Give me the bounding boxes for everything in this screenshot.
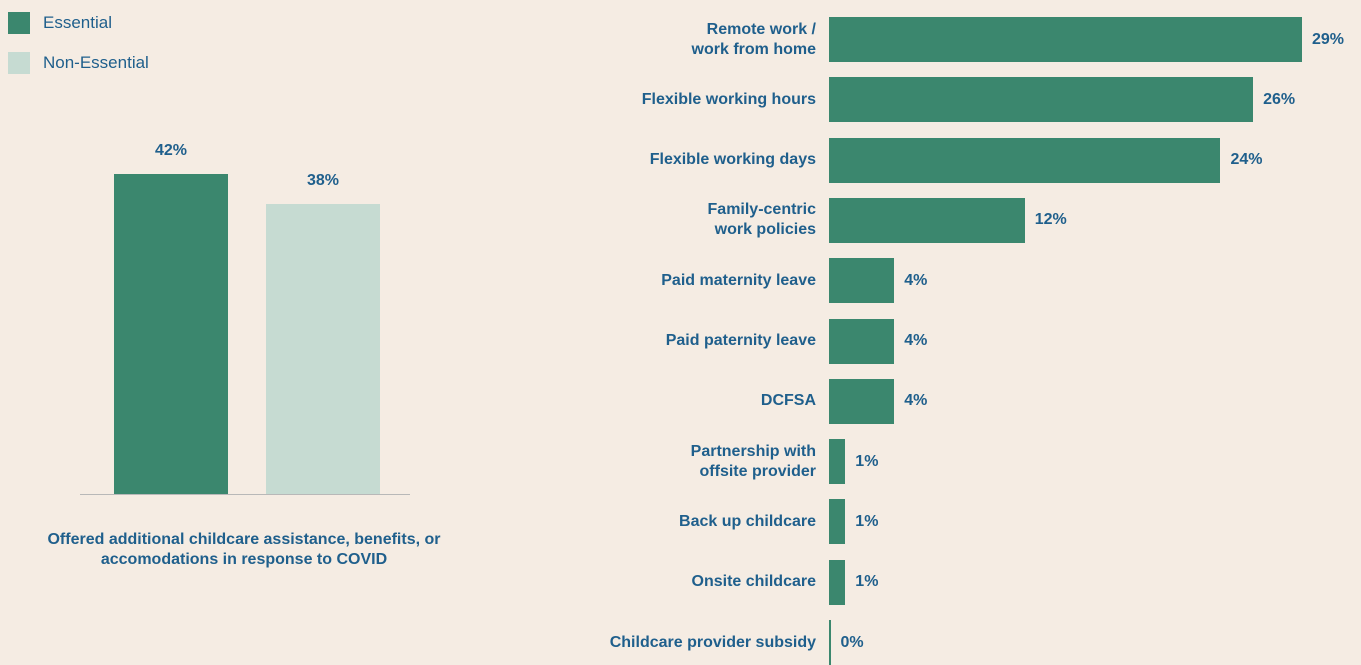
bar — [114, 174, 228, 494]
bar — [829, 439, 846, 485]
bar — [829, 378, 895, 424]
legend-swatch — [8, 52, 30, 74]
category-label: Childcare provider subsidy — [609, 633, 816, 651]
bar — [829, 499, 846, 545]
value-label: 12% — [1034, 211, 1067, 229]
bar — [829, 77, 1254, 123]
category-label: Back up childcare — [679, 512, 816, 530]
bar — [829, 559, 846, 605]
bar — [829, 318, 895, 364]
category-label: Remote work / work from home — [691, 20, 816, 58]
value-label: 4% — [904, 392, 928, 410]
value-label: 1% — [855, 512, 879, 530]
category-label: Paid paternity leave — [665, 332, 816, 349]
bar — [829, 258, 895, 304]
category-label: Family-centric work policies — [707, 201, 816, 239]
legend-label: Non-Essential — [43, 53, 149, 72]
value-label: 42% — [154, 142, 188, 159]
category-label: Flexible working days — [649, 151, 816, 169]
value-label: 24% — [1230, 151, 1263, 169]
legend-swatch — [8, 12, 30, 34]
value-label: 4% — [904, 271, 928, 289]
category-label: Onsite childcare — [691, 573, 817, 591]
category-label: Flexible working hours — [641, 90, 816, 108]
value-label: 29% — [1312, 30, 1345, 48]
category-label: Offered additional childcare assistance,… — [47, 531, 441, 568]
bar — [829, 620, 831, 665]
category-label: Paid maternity leave — [661, 271, 816, 289]
bar — [266, 204, 380, 494]
value-label: 1% — [855, 452, 879, 470]
legend-label: Essential — [43, 13, 112, 32]
category-label: DCFSA — [760, 392, 816, 410]
value-label: 38% — [306, 172, 340, 190]
value-label: 0% — [840, 633, 864, 651]
value-label: 1% — [855, 573, 879, 591]
bar — [829, 137, 1221, 183]
value-label: 4% — [904, 332, 928, 349]
bar — [829, 197, 1025, 243]
baseline — [80, 494, 410, 495]
category-label: Partnership with offsite provider — [690, 442, 816, 480]
value-label: 26% — [1263, 90, 1296, 108]
bar — [829, 17, 1302, 62]
